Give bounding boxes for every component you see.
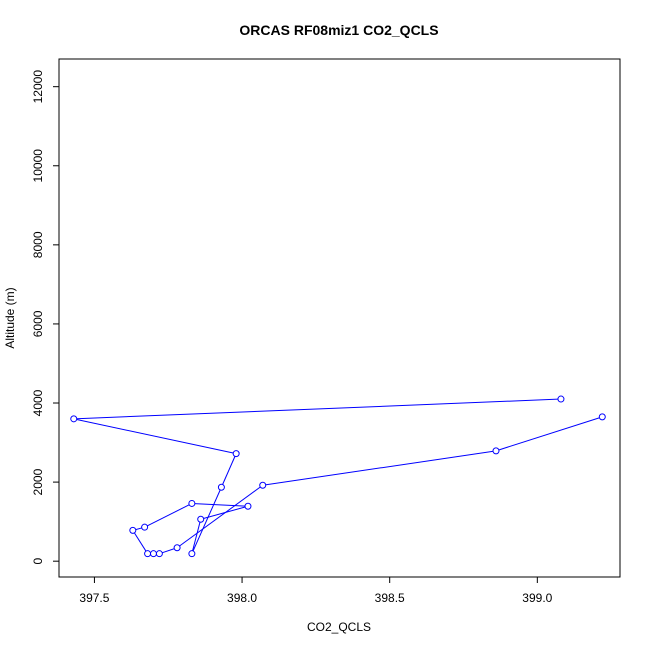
x-tick-label: 399.0 [522,591,552,605]
y-tick-label: 8000 [31,231,45,258]
data-point [144,550,152,558]
x-axis-label: CO2_QCLS [307,620,371,634]
data-point [197,515,205,523]
data-point [232,450,240,458]
series-line-segment [191,502,248,507]
data-point [492,447,500,455]
data-point [149,550,157,558]
series-line-segment [191,519,202,554]
y-tick-label: 10000 [31,149,45,183]
y-tick-label: 6000 [31,310,45,337]
series-line-segment [495,416,603,452]
y-tick-label: 0 [31,558,45,565]
data-point [141,523,149,531]
series-line-segment [73,398,561,420]
series-line-segment [144,503,193,528]
data-point [155,550,163,558]
plot-frame [58,58,621,578]
series-line-segment [220,453,237,488]
series-line-segment [73,418,237,455]
plot-area [70,395,606,558]
data-point [598,413,606,421]
series-line-segment [176,484,264,549]
y-axis-label: Altitude (m) [3,287,17,348]
chart-title: ORCAS RF08miz1 CO2_QCLS [239,22,438,38]
x-tick-label: 398.0 [227,591,257,605]
data-point [188,550,196,558]
x-axis: 397.5 398.0 398.5 399.0 [79,577,553,605]
data-point [173,544,181,552]
y-tick-label: 12000 [31,70,45,104]
data-point [70,415,78,423]
x-tick-label: 397.5 [79,591,109,605]
data-point [244,502,252,510]
data-point [259,481,267,489]
data-point [129,526,137,534]
series-line-segment [262,450,497,486]
data-point [557,395,565,403]
series-line-segment [191,487,222,554]
x-tick-label: 398.5 [375,591,405,605]
y-tick-label: 4000 [31,389,45,416]
series-line-segment [132,530,149,554]
data-point [188,499,196,507]
data-point [217,483,225,491]
y-axis: 0 2000 4000 6000 8000 10000 12000 [31,70,59,565]
y-tick-label: 2000 [31,468,45,495]
